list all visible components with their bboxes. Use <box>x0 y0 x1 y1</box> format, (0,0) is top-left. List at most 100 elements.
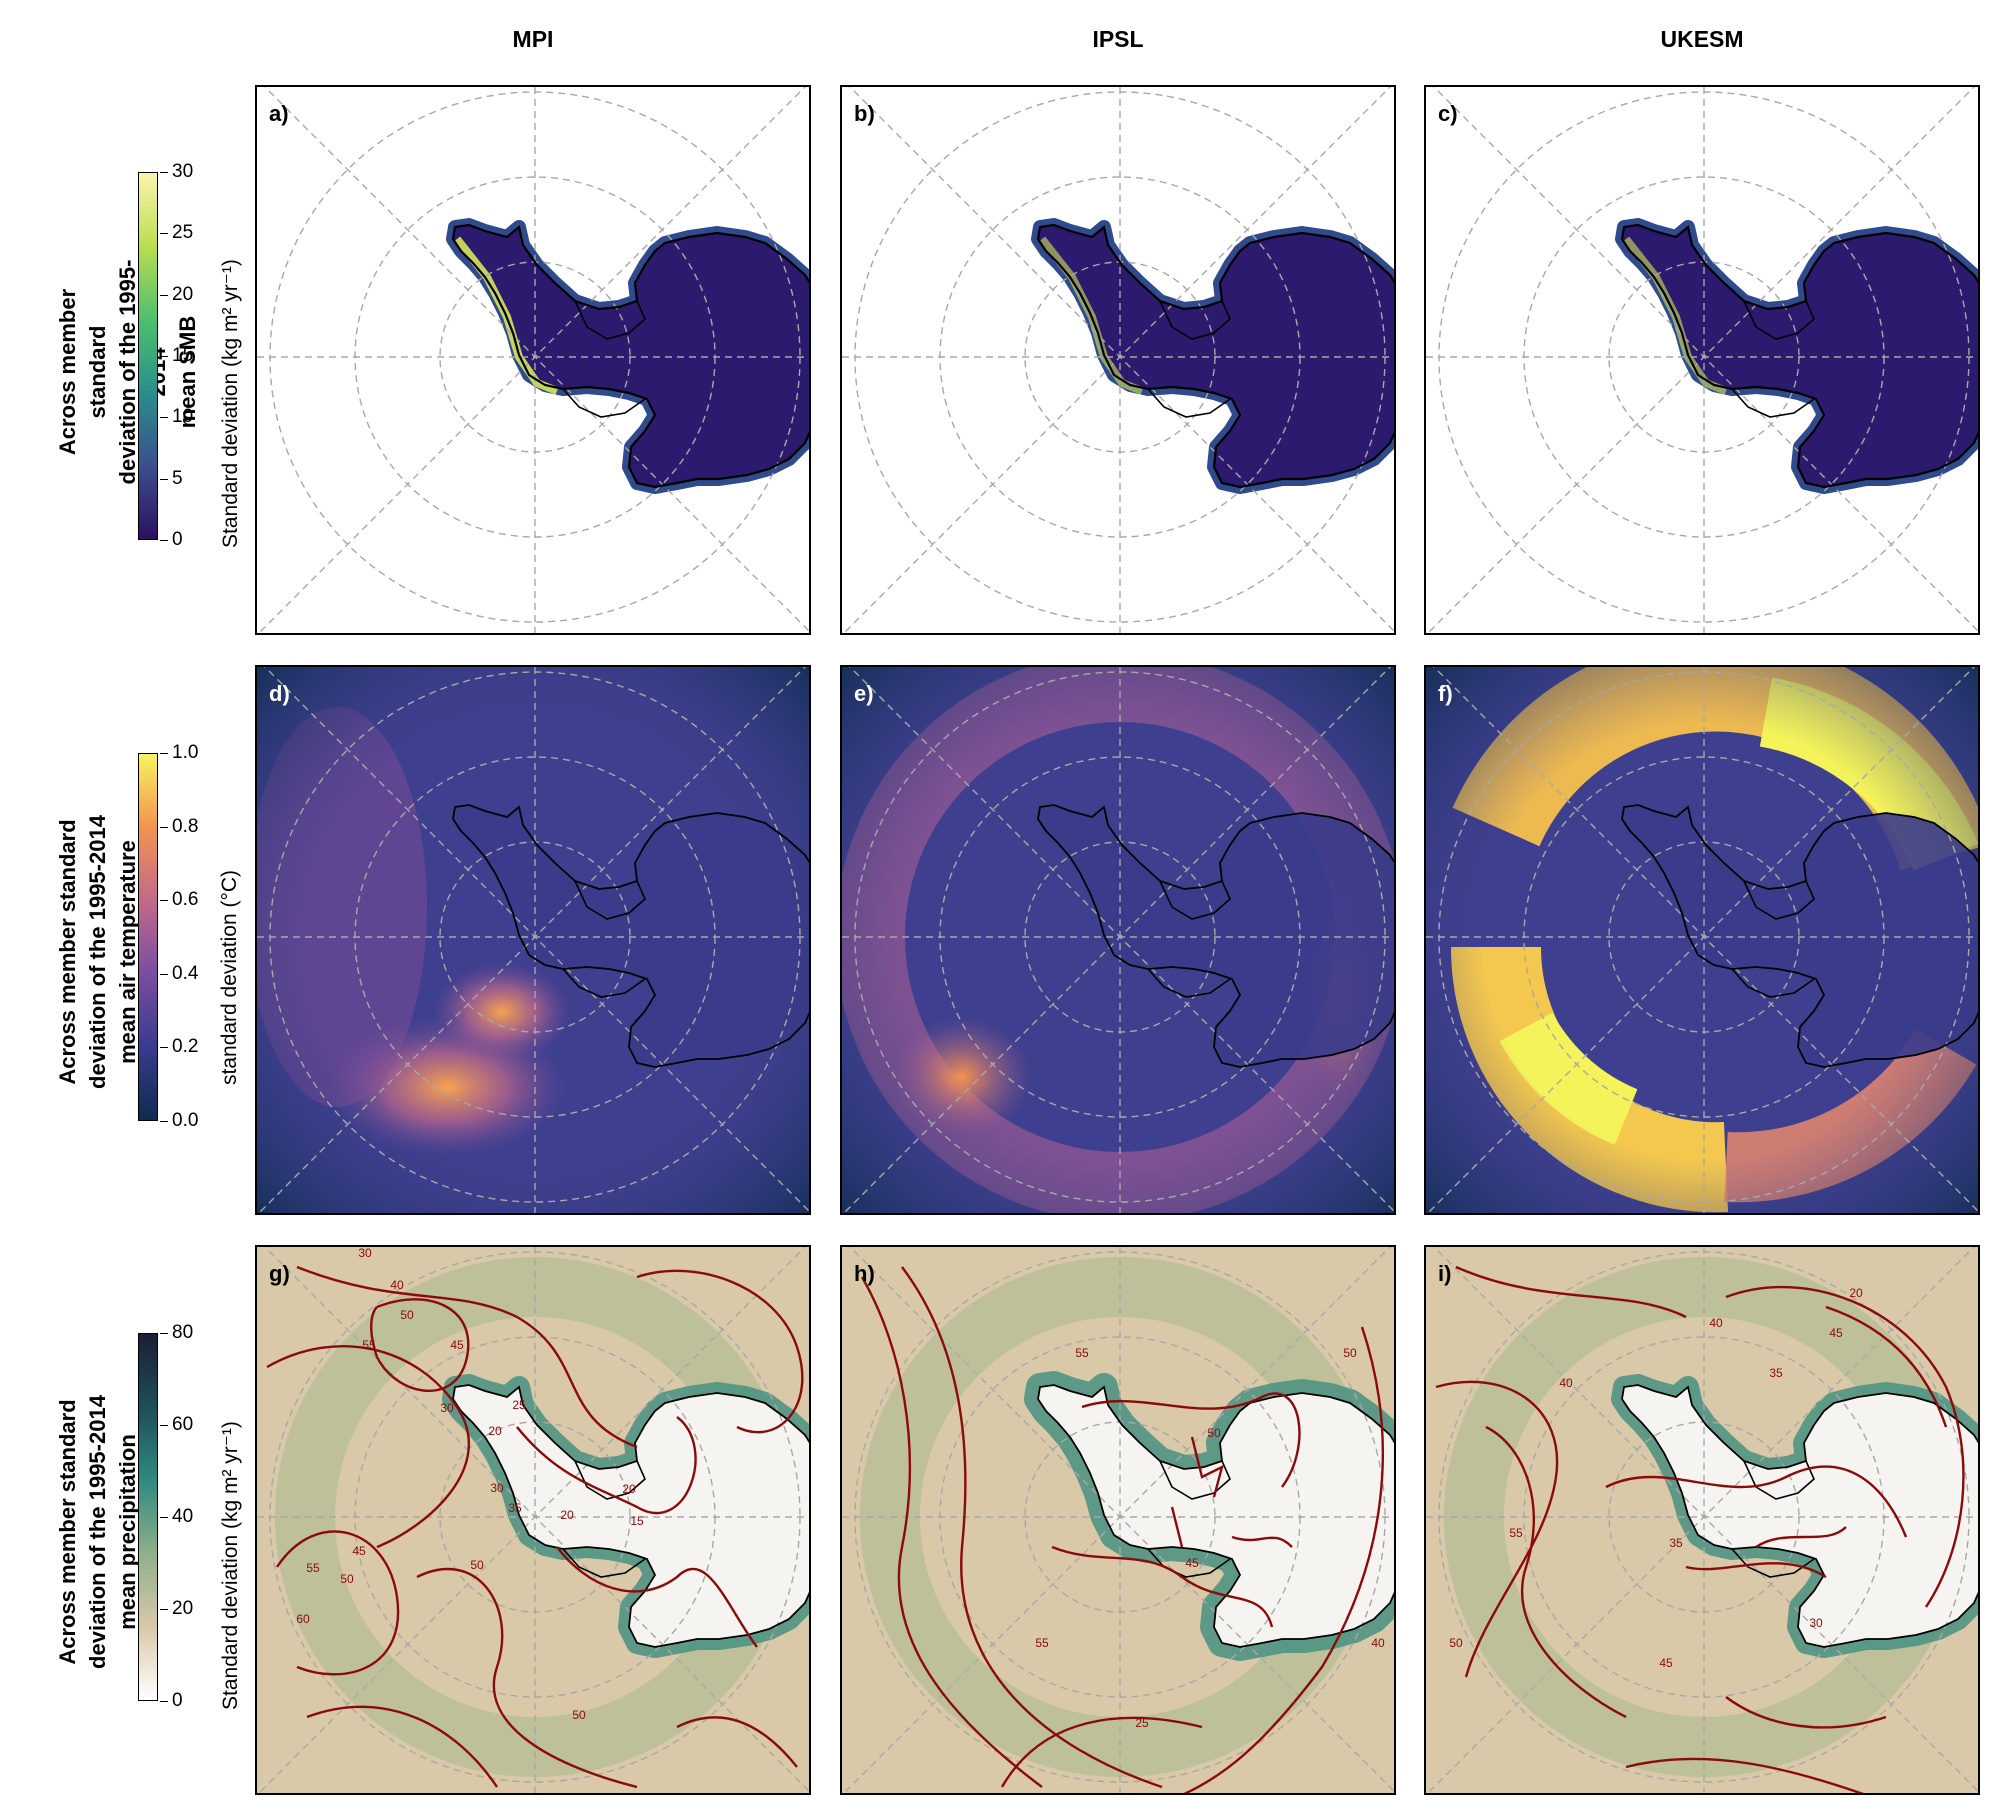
panel-label: g) <box>269 1261 290 1286</box>
map-panel-f: f) <box>1424 665 1980 1215</box>
colorbar-tick-label: 60 <box>172 1414 194 1435</box>
colorbar-tick-label: 15 <box>172 345 194 366</box>
contour-labels: 55 50 45 55 40 50 25 <box>1035 1346 1385 1730</box>
colorbar-precipitation <box>138 1333 158 1701</box>
coastline <box>1620 223 1978 489</box>
contour-line <box>901 1266 1163 1789</box>
panel-label: c) <box>1438 101 1458 126</box>
contour-label: 55 <box>1075 1346 1089 1360</box>
map-panel-g: 30 40 50 55 45 30 25 20 30 35 20 45 55 60 50 50 20 15 50 g) <box>255 1245 811 1795</box>
map-panel-e: e) <box>840 665 1396 1215</box>
contour-label: 40 <box>1709 1316 1723 1330</box>
contour-line <box>296 1265 638 1449</box>
continent-field <box>1038 1385 1394 1647</box>
contour-line <box>266 1345 471 1549</box>
contour-label: 35 <box>508 1501 522 1515</box>
contour-label: 55 <box>306 1561 320 1575</box>
ice-shelf-outline <box>1147 1460 1231 1578</box>
contour-label: 45 <box>352 1544 366 1558</box>
graticule <box>1426 87 1978 633</box>
contour-line <box>1485 1425 1627 1719</box>
contour-labels: 30 40 50 55 45 30 25 20 30 35 20 45 55 60 50 50 20 15 50 <box>296 1247 644 1722</box>
contour-lines <box>860 1266 1385 1793</box>
contour-label: 50 <box>340 1572 354 1586</box>
contour-line <box>1170 1436 1293 1548</box>
coastline <box>451 223 809 489</box>
ice-sheet-field <box>453 225 809 487</box>
colorbar-tick-label: 0.4 <box>172 962 199 984</box>
colorbar-smb <box>138 172 158 540</box>
colorbar-smb-label: Standard deviation (kg m² yr⁻¹) <box>219 259 242 548</box>
contour-label: 45 <box>1185 1556 1199 1570</box>
colorbar-precipitation-label: Standard deviation (kg m² yr⁻¹) <box>219 1421 242 1710</box>
contour-label: 45 <box>1659 1656 1673 1670</box>
colorbar-tick-label: 0.8 <box>172 815 199 837</box>
ice-sheet-field <box>1038 225 1394 487</box>
coastline <box>1036 223 1394 489</box>
continent-field <box>1622 1385 1978 1647</box>
panel-label: e) <box>854 681 874 706</box>
contour-label: 25 <box>1135 1716 1149 1730</box>
contour-label: 15 <box>630 1514 644 1528</box>
contour-line <box>1685 1562 1827 1579</box>
edge-shading <box>842 667 1394 1213</box>
contour-label: 40 <box>390 1278 404 1292</box>
colorbar-tick-label: 40 <box>172 1506 194 1527</box>
colorbar-tick <box>160 233 168 235</box>
colorbar-tick <box>160 540 168 541</box>
contour-label: 40 <box>1559 1376 1573 1390</box>
panel-label: d) <box>269 681 290 706</box>
contour-label: 50 <box>470 1558 484 1572</box>
colorbar-tick <box>160 417 168 419</box>
contour-label: 50 <box>400 1308 414 1322</box>
contour-label: 20 <box>560 1508 574 1522</box>
ice-shelf-outline <box>1147 300 1231 418</box>
contour-line <box>1435 1380 1559 1678</box>
contour-line <box>556 1546 758 1648</box>
contour-label: 20 <box>622 1482 636 1496</box>
colorbar-tick-label: 0.0 <box>172 1110 199 1131</box>
colorbar-tick-label: 5 <box>172 467 183 489</box>
colorbar-tick-label: 1.0 <box>172 742 199 763</box>
contour-line <box>1000 1716 1203 1788</box>
edge-shading <box>257 667 809 1213</box>
colorbar-tick-label: 0 <box>172 1690 183 1711</box>
map-panel-i: 20 40 45 40 35 35 50 55 45 30 i) <box>1424 1245 1980 1795</box>
contour-label: 50 <box>572 1708 586 1722</box>
map-panel-d: d) <box>255 665 811 1215</box>
colorbar-tick <box>160 356 168 357</box>
colorbar-tick-label: 20 <box>172 1598 194 1619</box>
graticule <box>1426 1247 1978 1793</box>
contour-labels: 20 40 45 40 35 35 50 55 45 30 <box>1449 1286 1863 1670</box>
map-panel-b: b) <box>840 85 1396 635</box>
ice-shelf-outline <box>562 300 646 418</box>
ice-sheet-field <box>1622 225 1978 487</box>
contour-label: 45 <box>450 1338 464 1352</box>
contour-label: 55 <box>1035 1636 1049 1650</box>
map-panel-a: a) <box>255 85 811 635</box>
column-title-ipsl: IPSL <box>1092 26 1144 52</box>
colorbar-tick <box>160 900 168 902</box>
edge-shading <box>1426 667 1978 1213</box>
contour-line <box>1625 1757 1864 1793</box>
contour-lines <box>266 1265 804 1789</box>
colorbar-tick <box>160 478 168 480</box>
contour-line <box>516 1416 697 1515</box>
contour-line <box>370 1298 470 1393</box>
contour-line <box>1725 1696 1887 1729</box>
colorbar-tick-label: 0.2 <box>172 1036 199 1058</box>
contour-line <box>860 1276 1043 1788</box>
colorbar-tick-label: 80 <box>172 1322 194 1343</box>
coastline <box>1621 1384 1978 1648</box>
contour-line <box>416 1567 638 1789</box>
colorbar-tick <box>160 973 168 975</box>
ice-shelf-outline <box>1731 1460 1815 1578</box>
contour-line <box>1755 1526 1847 1548</box>
panel-label: f) <box>1438 681 1453 706</box>
contour-line <box>1051 1545 1274 1628</box>
ice-shelf-outline <box>1147 880 1231 998</box>
contour-label: 35 <box>1769 1366 1783 1380</box>
colorbar-tick <box>160 1121 168 1122</box>
contour-label: 20 <box>488 1424 502 1438</box>
contour-label: 20 <box>1849 1286 1863 1300</box>
